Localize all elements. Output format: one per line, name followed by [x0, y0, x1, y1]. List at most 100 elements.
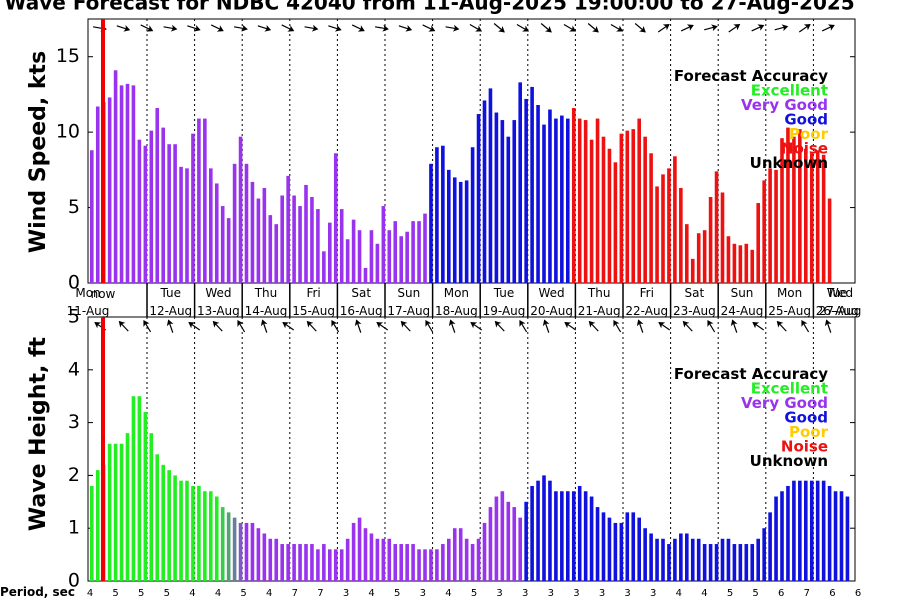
direction-arrow: [730, 319, 738, 333]
bar: [316, 549, 320, 581]
bar: [137, 396, 142, 581]
bar: [328, 549, 332, 581]
bar: [595, 507, 600, 581]
bar: [667, 168, 671, 283]
bar: [328, 222, 332, 283]
bar: [113, 443, 118, 581]
direction-arrow: [542, 319, 550, 333]
bar: [518, 82, 522, 283]
arrow-head: [475, 25, 483, 32]
day-date: 26-Aug: [816, 304, 859, 318]
legend-entry: Poor: [789, 423, 829, 441]
bar: [696, 233, 701, 283]
bar: [399, 236, 403, 283]
bar: [179, 166, 183, 283]
arrow-head: [188, 321, 196, 329]
bar: [387, 230, 392, 283]
bar: [238, 136, 243, 283]
bar: [375, 538, 380, 581]
bar: [702, 230, 707, 283]
day-name: Thu: [587, 286, 611, 300]
bar: [256, 198, 261, 283]
direction-arrow: [351, 24, 365, 32]
bar: [720, 192, 725, 283]
day-date: 24-Aug: [721, 304, 764, 318]
day-name: Wed: [205, 286, 231, 300]
bar: [322, 251, 326, 283]
y-tick-label: 5: [68, 196, 80, 218]
period-value: 3: [496, 588, 502, 599]
bar: [458, 181, 463, 283]
bar: [554, 491, 558, 581]
arrow-head: [494, 320, 502, 328]
bar: [173, 144, 177, 283]
direction-arrow: [824, 319, 832, 333]
direction-arrow: [257, 24, 272, 32]
direction-arrow: [752, 321, 765, 331]
bar: [351, 219, 356, 283]
arrow-head: [425, 319, 432, 327]
arrow-head: [519, 319, 526, 327]
arrow-head: [306, 320, 314, 328]
bar: [131, 396, 136, 581]
direction-arrow: [304, 24, 319, 32]
direction-arrow: [564, 321, 577, 331]
legend-entry: Very Good: [741, 394, 828, 412]
direction-arrow: [445, 24, 460, 32]
bar: [155, 108, 160, 284]
bar: [375, 243, 380, 283]
bar: [476, 538, 481, 581]
arrow-head: [264, 24, 272, 32]
period-value: 7: [292, 588, 298, 599]
bar: [209, 491, 213, 581]
bar: [262, 533, 267, 581]
bar: [250, 522, 255, 581]
arrow-head: [143, 319, 150, 327]
bar: [393, 544, 398, 581]
bar: [809, 480, 814, 581]
bar: [417, 549, 421, 581]
direction-arrow: [400, 320, 411, 332]
bar: [792, 480, 796, 581]
bar: [357, 517, 362, 581]
bar: [655, 538, 659, 581]
arrow-head: [545, 25, 552, 33]
y-tick-label: 3: [68, 411, 80, 433]
direction-arrow: [821, 24, 835, 32]
day-name: Tue: [493, 286, 515, 300]
bar: [226, 512, 231, 581]
arrow-head: [752, 321, 760, 329]
day-name: Fri: [306, 286, 320, 300]
bar: [268, 215, 273, 283]
bar: [845, 496, 850, 581]
bar: [322, 544, 326, 581]
bar: [542, 475, 546, 581]
arrow-head: [824, 319, 832, 327]
bar: [220, 507, 225, 581]
arrow-head: [569, 25, 577, 32]
bar: [250, 181, 255, 283]
bar: [631, 512, 636, 581]
bar: [298, 206, 302, 283]
bar: [690, 538, 695, 581]
bar: [821, 480, 826, 581]
legend-entry: Noise: [781, 140, 828, 158]
bar: [119, 85, 124, 284]
bar: [268, 538, 273, 581]
bar: [333, 549, 338, 581]
bar: [143, 145, 148, 283]
bar: [798, 129, 802, 283]
bar: [113, 70, 118, 283]
day-date: 27-Aug: [819, 304, 862, 318]
legend-entry: Excellent: [751, 380, 828, 398]
arrow-head: [636, 319, 644, 327]
period-value: 7: [804, 588, 810, 599]
direction-arrow: [682, 320, 693, 332]
arrow-head: [448, 319, 456, 327]
bar: [589, 139, 594, 283]
bar: [613, 522, 618, 581]
bar: [762, 528, 766, 581]
direction-arrow: [657, 23, 670, 33]
